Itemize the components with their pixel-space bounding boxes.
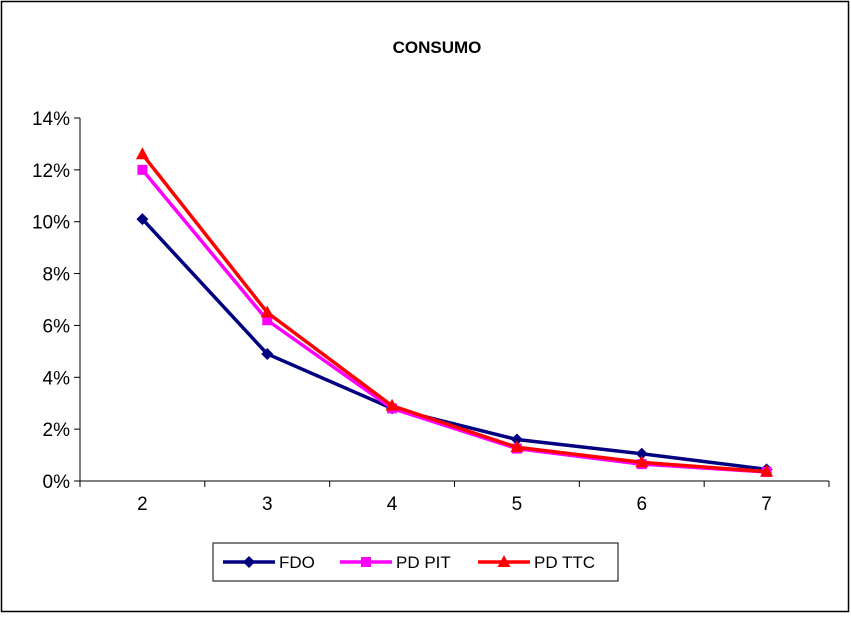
legend-label: PD TTC <box>534 553 595 572</box>
data-point <box>260 305 274 318</box>
y-tick-label: 4% <box>43 368 71 389</box>
y-tick-label: 0% <box>43 472 71 493</box>
legend-label: FDO <box>279 553 315 572</box>
x-tick-label: 2 <box>137 494 148 515</box>
y-tick-label: 6% <box>43 316 71 337</box>
data-point <box>136 213 149 226</box>
legend-marker <box>361 557 371 567</box>
data-point <box>385 398 399 411</box>
y-tick-label: 10% <box>32 213 70 234</box>
data-point <box>635 447 648 460</box>
x-tick-label: 6 <box>636 494 647 515</box>
data-point <box>262 315 273 326</box>
legend-item[interactable]: PD TTC <box>478 553 595 572</box>
chart-title: CONSUMO <box>393 38 482 57</box>
y-tick-label: 14% <box>32 109 70 130</box>
series-line <box>141 153 767 474</box>
x-tick-label: 5 <box>512 494 523 515</box>
y-tick-label: 2% <box>43 420 71 441</box>
data-point <box>760 464 774 477</box>
legend-box <box>212 542 619 582</box>
series-layer <box>135 147 774 477</box>
x-tick-label: 4 <box>387 494 398 515</box>
legend-label: PD PIT <box>396 553 451 572</box>
data-point <box>510 433 523 446</box>
y-tick-label: 8% <box>43 265 71 286</box>
legend-item[interactable]: FDO <box>223 553 315 572</box>
data-point <box>510 440 524 453</box>
data-point <box>135 147 149 160</box>
y-tick-label: 12% <box>32 161 70 182</box>
x-tick-label: 3 <box>262 494 273 515</box>
series-pd-ttc <box>135 147 774 477</box>
x-tick-label: 7 <box>761 494 772 515</box>
data-point <box>261 347 274 360</box>
legend-item[interactable]: PD PIT <box>340 553 451 572</box>
axes: 0% 2% 4% 6% 8% 10% 12% 14% 2 3 4 5 6 7 <box>32 109 830 515</box>
data-point <box>635 455 649 468</box>
series-line <box>141 217 767 472</box>
legend[interactable]: FDO PD PIT PD TTC <box>212 542 619 582</box>
legend-marker <box>243 556 255 568</box>
data-point <box>137 164 148 175</box>
legend-marker <box>497 555 511 567</box>
